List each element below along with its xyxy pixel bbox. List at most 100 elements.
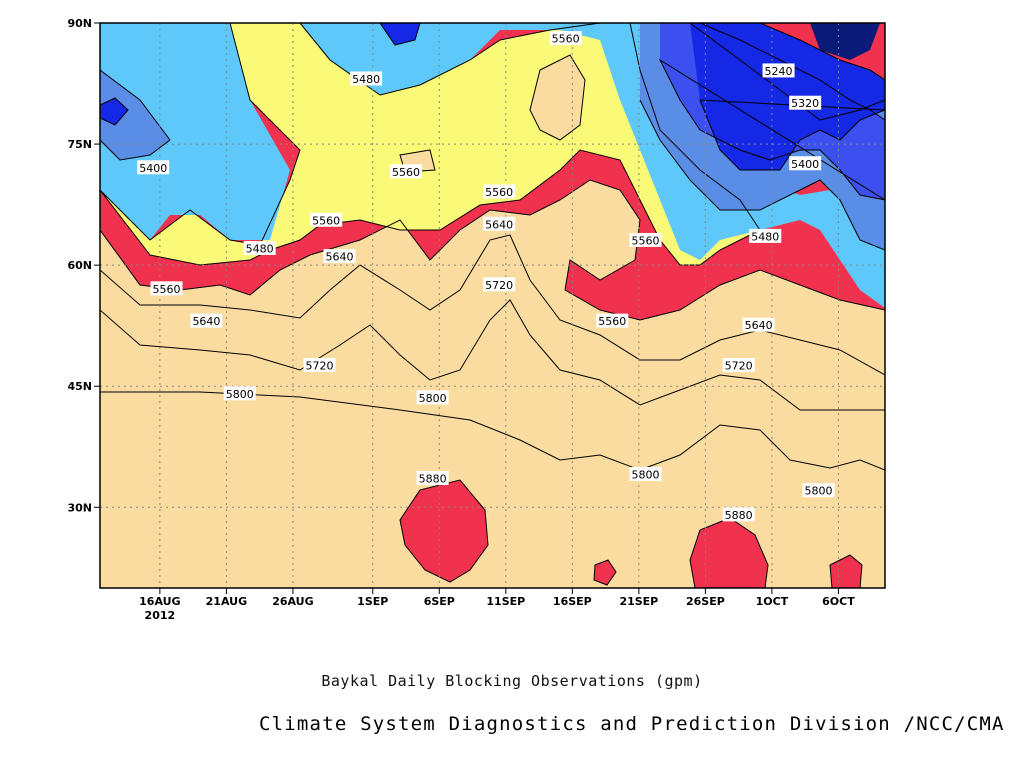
- contour-label: 5560: [150, 281, 183, 296]
- contour-label-bg: [190, 313, 223, 328]
- contour-label-text: 5480: [352, 73, 380, 86]
- contour-label: 5480: [243, 241, 276, 256]
- contour-label-text: 5640: [745, 319, 773, 332]
- band-5480: [100, 23, 885, 308]
- contour-label-bg: [243, 241, 276, 255]
- y-tick-label: 45N: [67, 380, 92, 393]
- contour-label-text: 5560: [552, 33, 580, 46]
- contour-label-bg: [629, 232, 662, 247]
- contour-label-bg: [549, 31, 582, 46]
- contour-label: 5400: [789, 156, 822, 171]
- contour-label-text: 5720: [306, 360, 334, 373]
- contour-label-layer: 5240 5320 5400 5400 5480 5480 5480 5560 5560 5560…: [137, 31, 835, 522]
- y-tick-label: 30N: [67, 501, 92, 514]
- contour-label: 5560: [596, 313, 629, 328]
- x-tick-label: 26SEP: [686, 595, 725, 608]
- contour-label: 5800: [223, 386, 256, 401]
- contour-label-bg: [789, 156, 822, 171]
- contour-label-bg: [150, 281, 183, 296]
- contour-label-bg: [137, 160, 170, 175]
- contour-5720: [100, 299, 885, 411]
- x-tick-label: 26AUG: [272, 595, 313, 608]
- contour-label-text: 5400: [139, 162, 167, 175]
- x-tick-label: 21SEP: [619, 595, 658, 608]
- x-tick-label: 21AUG: [206, 595, 247, 608]
- contour-label-bg: [416, 471, 449, 486]
- contour-label-text: 5480: [246, 243, 274, 256]
- y-tick-label: 90N: [67, 17, 92, 30]
- contour-label-bg: [596, 313, 629, 328]
- contour-label: 5560: [390, 164, 423, 179]
- contour-label-text: 5640: [485, 218, 513, 231]
- contour-label-text: 5480: [751, 230, 779, 243]
- x-year-label: 2012: [145, 609, 176, 622]
- contour-label-bg: [303, 358, 336, 373]
- contour-label-text: 5800: [804, 485, 832, 498]
- contour-label-bg: [629, 467, 662, 481]
- contour-label-bg: [483, 277, 516, 292]
- y-tick-label: 60N: [67, 259, 92, 272]
- contour-label: 5800: [416, 390, 449, 405]
- plot-frame: [99, 22, 886, 589]
- contour-label-bg: [483, 184, 516, 199]
- contour-fill-layer: [100, 23, 885, 588]
- contour-label-text: 5720: [485, 279, 513, 292]
- contour-label-text: 5800: [632, 469, 660, 482]
- contour-label-text: 5800: [419, 392, 447, 405]
- x-tick-label: 16SEP: [553, 595, 592, 608]
- contour-label: 5800: [802, 483, 835, 498]
- contour-label-bg: [802, 483, 835, 498]
- contour-label-text: 5560: [632, 234, 660, 247]
- contour-label-text: 5880: [725, 509, 753, 522]
- contour-label: 5640: [190, 313, 223, 328]
- contour-label-bg: [390, 164, 423, 179]
- band-5880-core-a: [400, 480, 488, 582]
- contour-label-bg: [223, 386, 256, 401]
- band-5880-core-b: [690, 518, 768, 588]
- band-5640: [100, 180, 885, 588]
- contour-label: 5480: [350, 71, 383, 86]
- contour-label-text: 5720: [725, 360, 753, 373]
- contour-label: 5640: [483, 216, 516, 231]
- contour-5560: [100, 179, 885, 321]
- contour-label-bg: [350, 71, 383, 86]
- contour-label-text: 5880: [419, 473, 447, 486]
- contour-label-bg: [722, 358, 755, 373]
- contour-label: 5800: [629, 467, 662, 482]
- contour-label-text: 5560: [312, 214, 340, 227]
- contour-label-bg: [789, 95, 822, 110]
- band-5880-core-c: [594, 555, 862, 588]
- contour-label-bg: [749, 228, 782, 243]
- x-tick-label: 1OCT: [756, 595, 789, 608]
- contour-label-text: 5560: [153, 283, 181, 296]
- contour-label: 5560: [310, 212, 343, 227]
- contour-label-bg: [483, 216, 516, 231]
- contour-label-bg: [762, 63, 795, 78]
- contour-label-bg: [742, 317, 775, 332]
- contour-label: 5640: [742, 317, 775, 332]
- contour-label-text: 5560: [485, 186, 513, 199]
- contour-label: 5320: [789, 95, 822, 110]
- contour-label: 5880: [722, 507, 755, 522]
- chart-title: Baykal Daily Blocking Observations (gpm): [321, 672, 703, 690]
- contour-5400: [100, 23, 885, 251]
- contour-label-text: 5560: [392, 166, 420, 179]
- contour-label-bg: [310, 212, 343, 227]
- band-below-5240: [810, 23, 880, 60]
- contour-label-text: 5320: [791, 97, 819, 110]
- contour-label: 5560: [629, 232, 662, 247]
- x-axis: 16AUG 21AUG 26AUG 1SEP 6SEP 11SEP 16SEP 21SEP 26…: [139, 588, 855, 622]
- contour-label: 5240: [762, 63, 795, 78]
- x-tick-label: 16AUG: [139, 595, 180, 608]
- contour-label-bg: [722, 507, 755, 522]
- contour-label: 5720: [303, 358, 336, 373]
- contour-label-text: 5560: [598, 315, 626, 328]
- contour-5880-cores: [399, 479, 863, 588]
- contour-label: 5720: [722, 358, 755, 373]
- contour-label: 5400: [137, 160, 170, 175]
- band-5240: [100, 23, 885, 170]
- contour-label-text: 5800: [226, 388, 254, 401]
- contour-5640: [100, 234, 885, 376]
- y-tick-label: 75N: [67, 138, 92, 151]
